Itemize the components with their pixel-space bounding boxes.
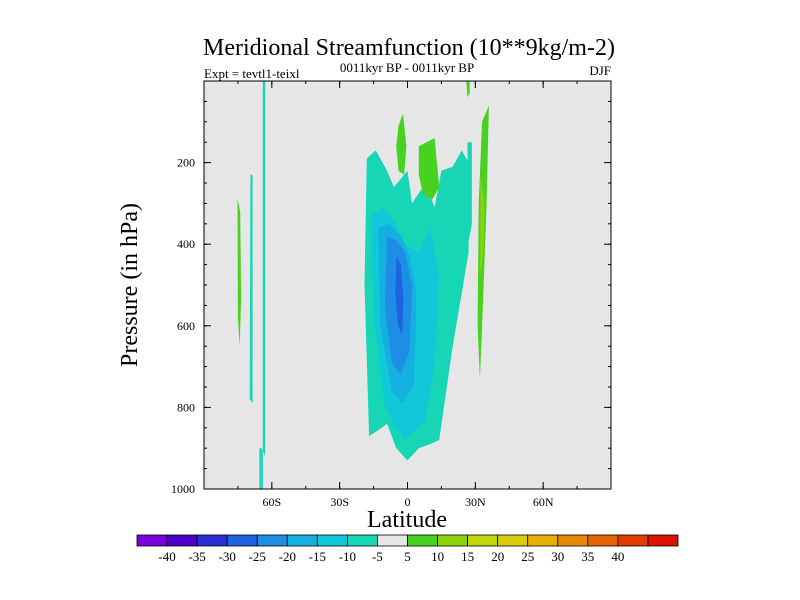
colorbar-box xyxy=(437,534,469,547)
colorbar-label: 5 xyxy=(404,549,411,564)
colorbar-label: -20 xyxy=(279,549,296,564)
colorbar-label: -35 xyxy=(188,549,205,564)
region-main-cell-25 xyxy=(395,256,404,334)
colorbar-box xyxy=(407,534,438,547)
y-tick-label: 600 xyxy=(177,319,195,333)
colorbar-box xyxy=(316,534,348,547)
x-tick-label: 60N xyxy=(533,495,554,509)
colorbar-box xyxy=(617,534,649,547)
chart-subtitle: 0011kyr BP - 0011kyr BP xyxy=(340,60,474,75)
colorbar-box xyxy=(166,534,198,547)
colorbar-label: -25 xyxy=(249,549,266,564)
region-sh-polar-thin-neg xyxy=(259,81,266,489)
region-nh-column-pos10 xyxy=(480,174,485,277)
colorbar-box xyxy=(377,534,408,547)
colorbar-box xyxy=(286,534,318,547)
y-axis-label: Pressure (in hPa) xyxy=(117,203,143,367)
colorbar-label: -10 xyxy=(339,549,356,564)
region-sh-column-pos xyxy=(237,199,242,347)
colorbar-label: -5 xyxy=(372,549,383,564)
colorbar-box xyxy=(467,534,499,547)
colorbar-label: 30 xyxy=(551,549,564,564)
y-tick-label: 800 xyxy=(177,400,195,414)
y-tick-label: 400 xyxy=(177,237,195,251)
x-tick-label: 30S xyxy=(330,495,349,509)
region-sh-column-neg xyxy=(249,174,253,404)
axis-ticks: 60S 30S 0 30N 60N 200 400 600 800 1000 xyxy=(171,81,612,509)
colorbar-box xyxy=(226,534,258,547)
y-tick-label: 200 xyxy=(177,156,195,170)
season-label: DJF xyxy=(589,63,611,78)
region-nh-thin-pos xyxy=(466,81,470,98)
colorbar-label: 25 xyxy=(521,549,534,564)
colorbar-label: -15 xyxy=(309,549,326,564)
x-axis-label: Latitude xyxy=(367,507,447,533)
colorbar-label: -30 xyxy=(219,549,236,564)
contour-regions xyxy=(237,81,489,489)
colorbar-label: 15 xyxy=(461,549,474,564)
region-upper-pos-b xyxy=(418,138,440,200)
colorbar: -40 -35 -30 -25 -20 -15 -10 -5 5 10 15 20 25 30 35 40 xyxy=(136,534,679,564)
experiment-label: Expt = tevtl1-teixl xyxy=(204,66,300,81)
colorbar-box xyxy=(497,534,529,547)
colorbar-label: -40 xyxy=(158,549,175,564)
colorbar-box xyxy=(256,534,288,547)
colorbar-label: 40 xyxy=(611,549,624,564)
x-tick-label: 30N xyxy=(465,495,486,509)
region-upper-pos-a xyxy=(396,113,407,175)
colorbar-box xyxy=(136,534,168,547)
colorbar-box xyxy=(196,534,228,547)
colorbar-box xyxy=(527,534,559,547)
colorbar-box xyxy=(587,534,619,547)
colorbar-box xyxy=(647,534,679,547)
region-nh-thin-neg xyxy=(467,142,472,245)
y-tick-label: 1000 xyxy=(171,482,195,496)
colorbar-box xyxy=(557,534,589,547)
chart-title: Meridional Streamfunction (10**9kg/m-2) xyxy=(203,35,615,61)
x-tick-label: 60S xyxy=(262,495,281,509)
colorbar-box xyxy=(346,534,378,547)
colorbar-label: 20 xyxy=(491,549,504,564)
x-tick-label: 0 xyxy=(405,495,411,509)
colorbar-label: 10 xyxy=(431,549,444,564)
colorbar-label: 35 xyxy=(581,549,594,564)
